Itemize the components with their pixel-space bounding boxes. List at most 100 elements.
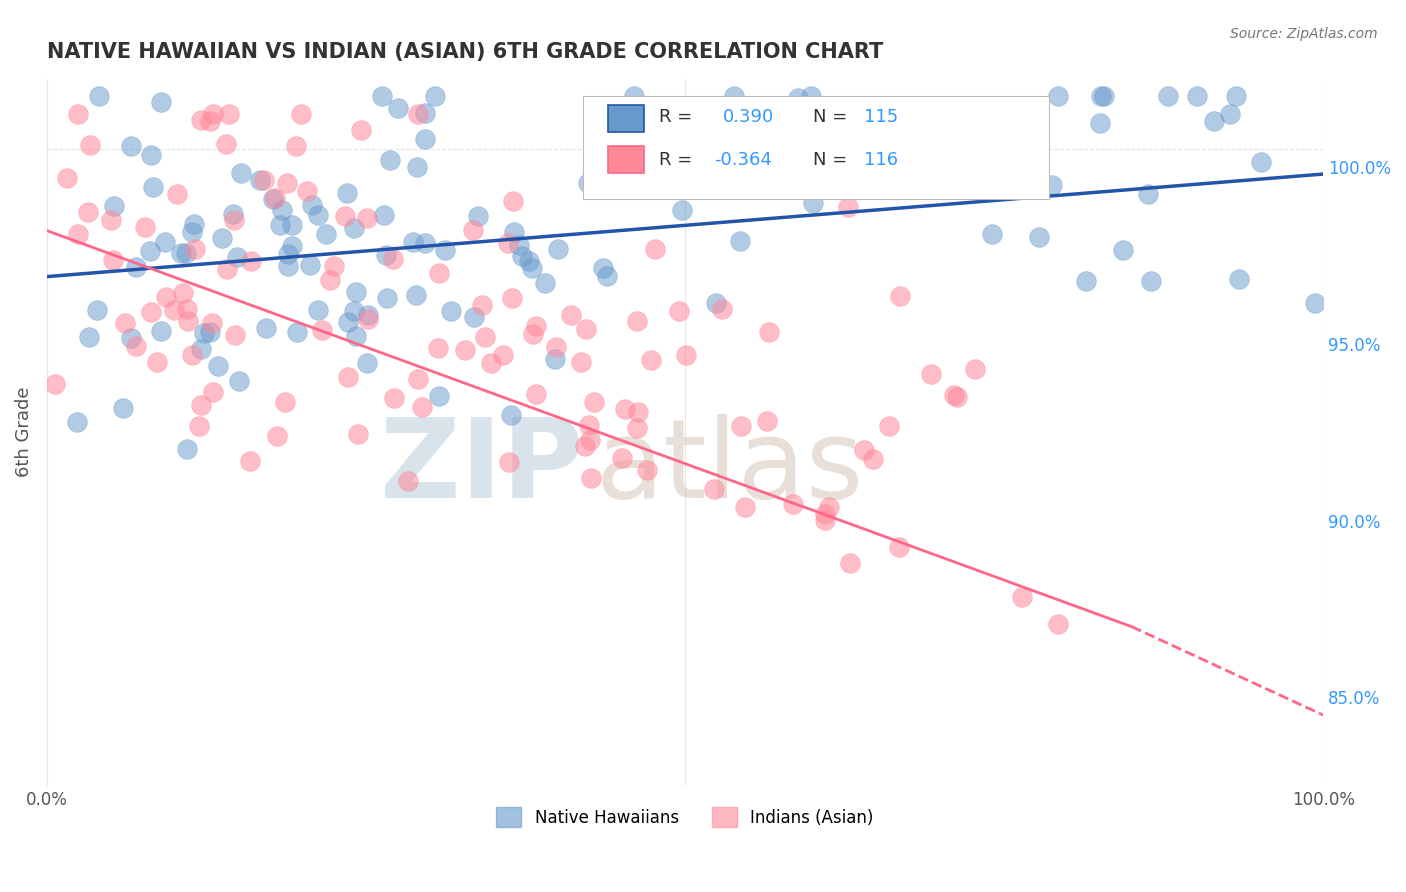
Point — [756, 414, 779, 428]
Point — [734, 500, 756, 515]
Point — [344, 329, 367, 343]
Point — [648, 145, 671, 160]
Point — [222, 206, 245, 220]
Point — [170, 246, 193, 260]
Point — [301, 198, 323, 212]
Point — [730, 418, 752, 433]
Point — [319, 273, 342, 287]
Point — [837, 200, 859, 214]
Point — [176, 302, 198, 317]
Point — [582, 394, 605, 409]
Point — [374, 248, 396, 262]
Point — [87, 89, 110, 103]
Point — [543, 351, 565, 366]
Point — [510, 249, 533, 263]
FancyBboxPatch shape — [583, 96, 1049, 199]
Point — [576, 176, 599, 190]
Point — [627, 157, 650, 171]
Point — [610, 451, 633, 466]
Point — [671, 202, 693, 217]
Point — [181, 348, 204, 362]
Point — [356, 356, 378, 370]
Point — [758, 326, 780, 340]
Point — [413, 132, 436, 146]
Point — [1076, 274, 1098, 288]
Point — [86, 303, 108, 318]
Point — [274, 394, 297, 409]
Point — [141, 305, 163, 319]
Point — [378, 153, 401, 167]
Point — [277, 247, 299, 261]
Point — [180, 226, 202, 240]
Point — [134, 219, 156, 234]
Point — [344, 285, 367, 300]
Point — [578, 418, 600, 433]
Point — [315, 227, 337, 241]
Point — [965, 362, 987, 376]
Point — [375, 291, 398, 305]
Point — [323, 259, 346, 273]
Point — [224, 328, 246, 343]
Point — [183, 243, 205, 257]
Point — [1040, 178, 1063, 193]
Point — [373, 208, 395, 222]
Point — [870, 139, 893, 153]
Point — [1136, 187, 1159, 202]
Point — [336, 186, 359, 200]
Point — [224, 213, 246, 227]
Point — [945, 390, 967, 404]
Point — [474, 330, 496, 344]
Point — [228, 375, 250, 389]
Point — [357, 312, 380, 326]
Point — [163, 302, 186, 317]
Point — [190, 398, 212, 412]
Point — [1028, 230, 1050, 244]
Point — [636, 463, 658, 477]
Point — [710, 301, 733, 316]
Point — [575, 322, 598, 336]
Point — [139, 244, 162, 259]
Point — [704, 295, 727, 310]
Point — [592, 261, 614, 276]
Point — [626, 405, 648, 419]
Point — [66, 415, 89, 429]
Point — [614, 402, 637, 417]
Point — [574, 439, 596, 453]
Point — [172, 286, 194, 301]
Point — [120, 331, 142, 345]
Point — [502, 225, 524, 239]
Point — [111, 401, 134, 415]
Point — [229, 166, 252, 180]
Point — [370, 89, 392, 103]
Point — [356, 308, 378, 322]
Text: R =: R = — [659, 151, 699, 169]
Point — [202, 107, 225, 121]
Point — [337, 369, 360, 384]
Legend: Native Hawaiians, Indians (Asian): Native Hawaiians, Indians (Asian) — [489, 800, 880, 834]
Point — [406, 372, 429, 386]
Point — [1139, 274, 1161, 288]
Point — [1157, 89, 1180, 103]
Point — [103, 199, 125, 213]
Point — [668, 303, 690, 318]
Point — [723, 89, 745, 103]
Point — [239, 454, 262, 468]
Point — [782, 497, 804, 511]
Point — [427, 266, 450, 280]
Y-axis label: 6th Grade: 6th Grade — [15, 387, 32, 477]
Point — [101, 252, 124, 267]
Point — [280, 219, 302, 233]
Point — [479, 356, 502, 370]
Text: -0.364: -0.364 — [714, 151, 772, 169]
Point — [343, 304, 366, 318]
Point — [862, 452, 884, 467]
Point — [176, 314, 198, 328]
Point — [640, 353, 662, 368]
Point — [211, 231, 233, 245]
Point — [149, 324, 172, 338]
Text: N =: N = — [813, 151, 852, 169]
Point — [67, 227, 90, 242]
Point — [413, 106, 436, 120]
FancyBboxPatch shape — [609, 145, 644, 173]
Point — [889, 289, 911, 303]
